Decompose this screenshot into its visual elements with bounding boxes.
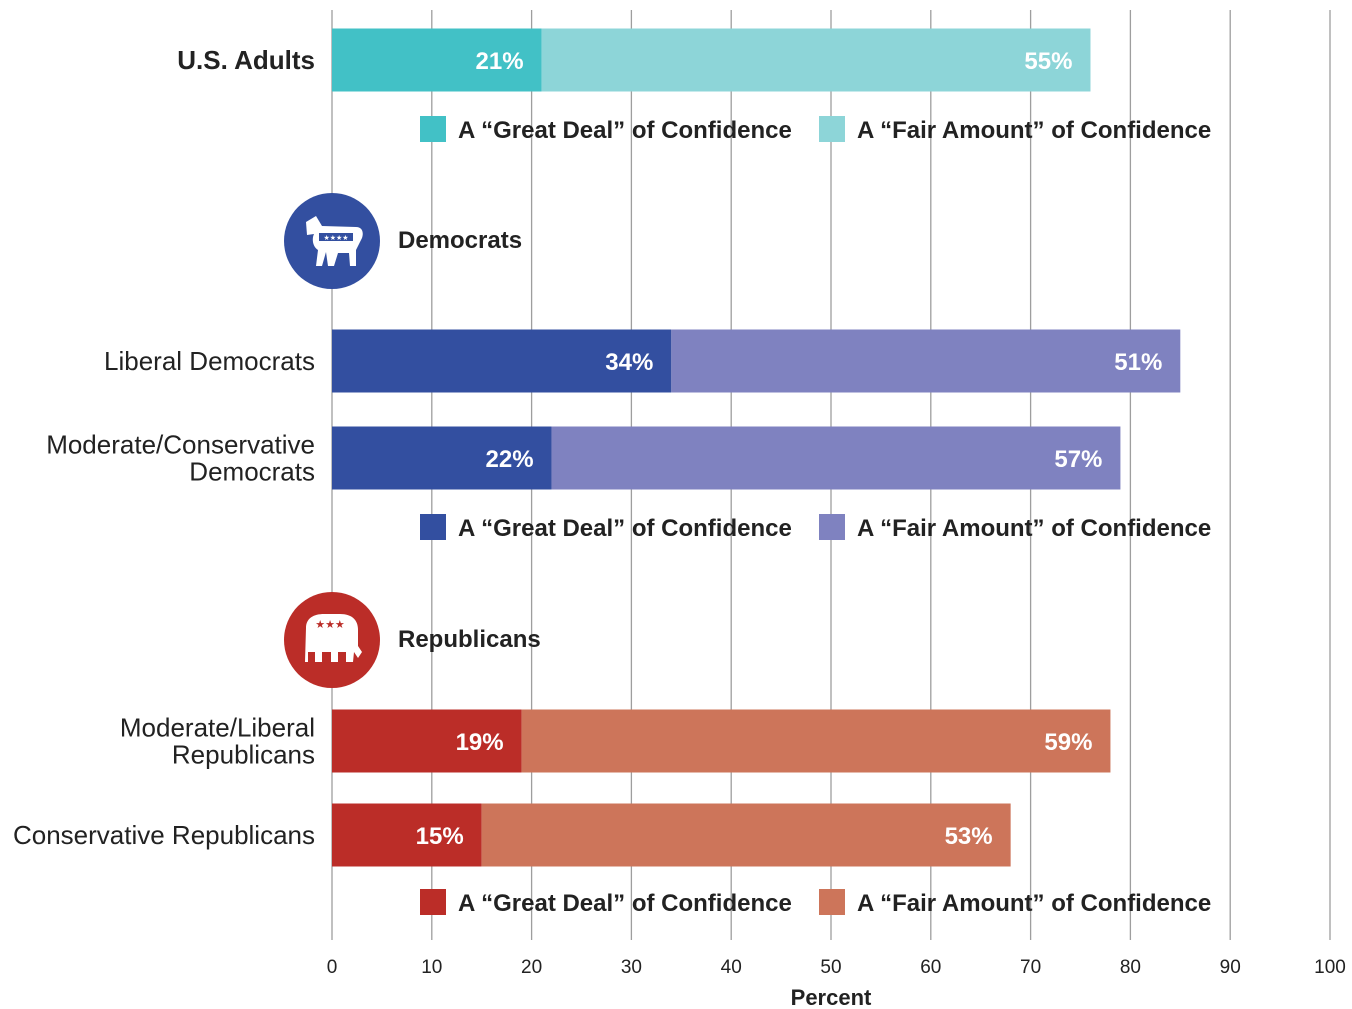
data-label-fair-amount: 57% [1054,446,1102,473]
bar-fair-amount [481,803,1011,867]
bar-fair-amount [671,329,1181,393]
data-label-great-deal: 15% [416,823,464,850]
republicans-header: ★★★ Republicans [284,592,541,688]
bar-great-deal [332,803,482,867]
category-label-line: U.S. Adults [177,45,315,75]
legends: A “Great Deal” of Confidence A “Fair Amou… [420,116,1211,917]
legend-swatch-fair-amount [819,116,845,142]
data-label-great-deal: 21% [476,48,524,75]
bar-fair-amount [551,426,1121,490]
data-label-fair-amount: 59% [1044,729,1092,756]
legend-label-fair-amount: A “Fair Amount” of Confidence [857,515,1211,542]
category-label-line: Liberal Democrats [104,346,315,376]
data-label-great-deal: 19% [456,729,504,756]
category-label-line: Democrats [189,457,315,487]
x-tick-label: 90 [1220,957,1241,978]
democrats-title: Democrats [398,227,522,254]
legend-label-great-deal: A “Great Deal” of Confidence [458,890,792,917]
x-tick-label: 40 [721,957,742,978]
legend-swatch-great-deal [420,116,446,142]
category-label: U.S. Adults [177,45,315,75]
x-axis-title: Percent [791,985,872,1009]
legend-swatch-great-deal [420,889,446,915]
legend-swatch-fair-amount [819,889,845,915]
category-label-line: Moderate/Conservative [46,430,315,460]
x-tick-label: 60 [920,957,941,978]
legend-label-fair-amount: A “Fair Amount” of Confidence [857,890,1211,917]
legend-label-great-deal: A “Great Deal” of Confidence [458,515,792,542]
data-label-fair-amount: 51% [1114,349,1162,376]
x-tick-label: 10 [421,957,442,978]
category-label: Liberal Democrats [104,346,315,376]
bar-fair-amount [521,709,1111,773]
bar-fair-amount [541,28,1091,92]
category-label-line: Conservative Republicans [13,820,315,850]
legend-label-fair-amount: A “Fair Amount” of Confidence [857,117,1211,144]
category-label: Moderate/Liberal Republicans [120,713,315,770]
x-tick-label: 80 [1120,957,1141,978]
bar-great-deal [332,709,522,773]
data-label-great-deal: 22% [486,446,534,473]
legend-swatch-fair-amount [819,514,845,540]
legend-swatch-great-deal [420,514,446,540]
bar-great-deal [332,28,542,92]
bar-great-deal [332,426,552,490]
category-label: Conservative Republicans [13,820,315,850]
category-label-line: Moderate/Liberal [120,713,315,743]
democrats-header: ★★★★ Democrats [284,193,522,289]
x-tick-label: 100 [1314,957,1346,978]
x-tick-label: 0 [327,957,338,978]
x-tick-label: 30 [621,957,642,978]
category-label: Moderate/Conservative Democrats [46,430,315,487]
x-tick-label: 50 [820,957,841,978]
svg-text:★★★: ★★★ [315,618,345,631]
data-label-fair-amount: 55% [1024,48,1072,75]
x-tick-label: 70 [1020,957,1041,978]
bars: 21% 55% 34% 51% 22% 57% 19% 59% 15% 53% [332,28,1181,867]
data-label-great-deal: 34% [605,349,653,376]
legend-label-great-deal: A “Great Deal” of Confidence [458,117,792,144]
bar-great-deal [332,329,672,393]
data-label-fair-amount: 53% [945,823,993,850]
category-labels: U.S. Adults Liberal Democrats Moderate/Con… [13,45,315,850]
republicans-title: Republicans [398,626,541,653]
elephant-icon: ★★★ [305,614,362,662]
svg-text:★★★★: ★★★★ [323,234,348,242]
x-tick-label: 20 [521,957,542,978]
donkey-icon: ★★★★ [306,216,363,266]
category-label-line: Republicans [172,740,315,770]
x-axis: 0 10 20 30 40 50 60 70 80 90 100 [327,957,1346,978]
